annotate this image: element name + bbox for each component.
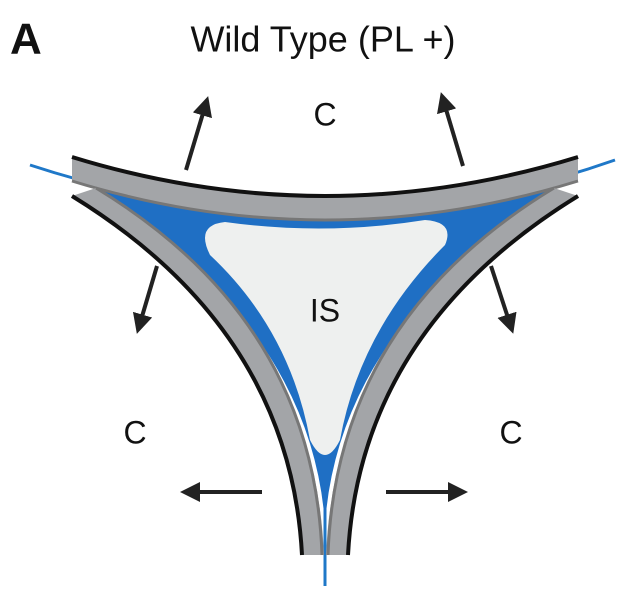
panel-label: A	[10, 15, 42, 64]
diagram: A Wild Type (PL +) C C C IS	[0, 0, 617, 590]
region-label: C	[123, 414, 146, 450]
region-label: C	[313, 96, 336, 132]
region-label: C	[499, 414, 522, 450]
region-label: IS	[310, 292, 340, 328]
title: Wild Type (PL +)	[190, 19, 455, 60]
